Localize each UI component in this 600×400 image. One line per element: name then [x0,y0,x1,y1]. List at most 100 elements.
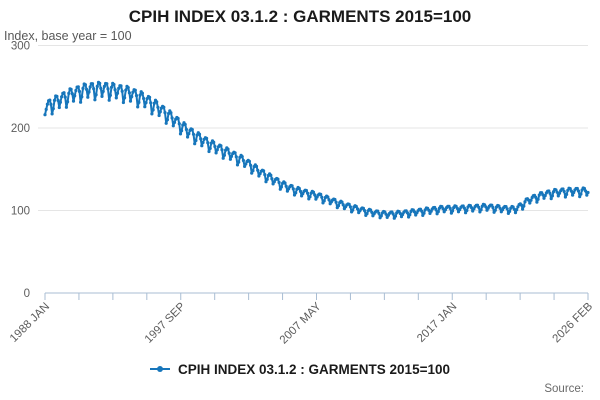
series-point-marker [90,82,95,86]
series-point-marker [391,212,395,216]
series-point-marker [262,169,266,173]
series-point-marker [49,102,53,106]
series-point-marker [176,116,180,121]
series-point-marker [56,98,60,102]
series-point-marker [137,100,141,104]
series-point-marker [58,100,63,104]
series-point-marker [306,191,310,195]
series-point-marker [62,91,66,95]
series-point-marker [87,90,91,94]
series-point-marker [297,186,301,191]
series-point-marker [131,90,135,94]
series-point-marker [197,132,202,136]
series-point-marker [550,194,555,198]
series-point-marker [70,92,74,96]
series-point-marker [227,151,231,155]
series-point-marker [304,188,308,193]
series-point-marker [562,189,566,194]
series-point-marker [491,205,495,210]
series-point-marker [93,98,97,102]
series-point-marker [269,173,273,177]
series-point-marker [283,181,287,185]
series-point-marker [412,210,417,214]
series-point-marker [270,177,274,181]
series-point-marker [98,81,102,85]
series-point-marker [194,138,198,143]
series-point-marker [549,197,553,201]
source-label: Source: [544,383,584,395]
series-point-marker [521,207,525,211]
series-point-marker [586,190,590,195]
series-point-marker [393,214,398,218]
series-point-marker [133,88,137,92]
series-point-marker [534,195,538,199]
series-point-marker [85,87,89,91]
series-point-marker [123,96,127,100]
series-point-marker [535,200,539,204]
legend-item[interactable]: CPIH INDEX 03.1.2 : GARMENTS 2015=100 [150,362,450,377]
series-point-marker [55,94,59,98]
series-point-marker [455,206,459,210]
series-point-marker [220,148,224,152]
y-tick-label: 300 [11,41,30,53]
series-point-marker [63,95,67,99]
series-point-marker [572,190,576,195]
series-point-marker [548,191,552,195]
series-point-marker [294,191,298,195]
series-point-marker [334,200,338,204]
series-point-marker [178,132,183,136]
series-point-marker [191,132,196,136]
series-point-marker [81,86,85,90]
series-point-marker [190,128,194,132]
series-point-marker [120,89,124,93]
series-point-marker [112,82,116,87]
series-point-marker [436,210,440,214]
y-tick-label: 0 [24,288,30,300]
series-point-marker [102,84,106,88]
series-point-marker [152,101,156,105]
series-point-marker [311,190,316,194]
series-point-marker [148,95,152,99]
series-point-marker [319,192,323,196]
series-point-marker [128,99,133,103]
series-point-marker [229,154,234,158]
series-point-marker [50,112,54,116]
series-point-marker [80,95,84,99]
series-point-marker [105,82,109,86]
series-point-marker [313,193,317,197]
x-tick-label: 2017 JAN [415,301,459,345]
series-point-marker [142,96,146,101]
series-point-marker [355,207,360,211]
series-point-marker [563,195,568,199]
series-point-marker [336,204,341,208]
series-point-marker [237,160,241,164]
series-point-marker [79,100,83,104]
series-point-marker [187,132,191,136]
series-point-marker [450,209,455,213]
series-point-marker [585,193,589,197]
series-point-marker [94,93,98,97]
series-point-marker [113,88,117,92]
series-point-marker [228,157,232,161]
chart-title: CPIH INDEX 03.1.2 : GARMENTS 2015=100 [128,7,472,26]
series-point-marker [576,189,581,193]
series-point-marker [276,177,280,181]
series-point-marker [465,208,469,213]
series-point-marker [341,203,345,207]
series-point-marker [124,88,128,92]
series-point-marker [221,156,225,160]
series-point-marker [226,147,230,151]
series-point-marker [340,200,344,204]
series-point-marker [140,91,144,95]
series-point-marker [119,84,123,88]
series-point-marker [69,87,73,91]
series-point-marker [99,86,103,90]
series-point-marker [95,84,99,88]
series-point-marker [557,191,562,195]
series-point-marker [569,189,574,193]
series-point-marker [527,198,531,202]
series-point-marker [298,189,303,193]
series-point-marker [584,189,588,193]
series-point-marker [251,169,255,173]
x-tick-label: 1988 JAN [8,301,52,345]
